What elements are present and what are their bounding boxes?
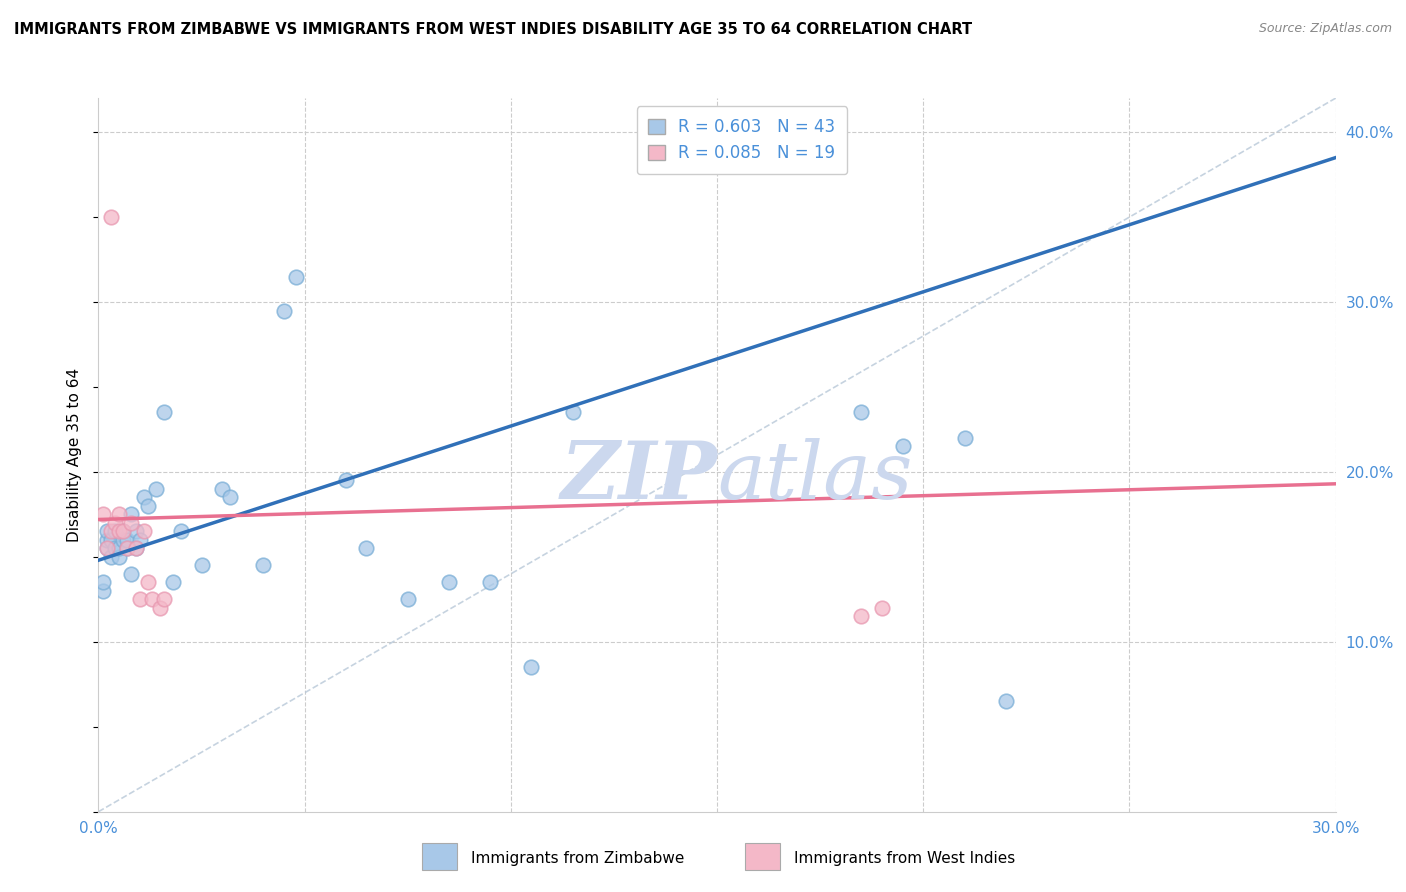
Point (396, 592, 419, 607)
Point (124, 524, 146, 539)
Text: IMMIGRANTS FROM ZIMBABWE VS IMMIGRANTS FROM WEST INDIES DISABILITY AGE 35 TO 64 : IMMIGRANTS FROM ZIMBABWE VS IMMIGRANTS F… (14, 22, 972, 37)
Point (851, 405, 873, 419)
Point (91, 575, 114, 590)
Point (96, 541, 118, 556)
Point (132, 491, 155, 505)
Point (335, 474, 357, 488)
Y-axis label: Disability Age 35 to 64: Disability Age 35 to 64 (67, 368, 83, 542)
Point (851, 609, 873, 624)
Point (104, 541, 127, 556)
Point (120, 516, 142, 530)
Point (356, 541, 378, 556)
Point (479, 575, 502, 590)
Point (190, 558, 212, 573)
Point (120, 508, 142, 522)
Point (91, 508, 114, 522)
Point (561, 405, 583, 419)
Point (96, 533, 118, 547)
Point (252, 558, 274, 573)
Point (100, 210, 122, 224)
Point (108, 549, 131, 564)
Point (91, 583, 114, 598)
Point (104, 524, 127, 539)
Point (108, 524, 131, 539)
Point (170, 524, 193, 539)
Point (219, 491, 242, 505)
Point (870, 600, 893, 615)
Point (136, 499, 159, 513)
Point (994, 694, 1017, 708)
Text: ZIP: ZIP (560, 438, 717, 515)
Point (128, 592, 150, 607)
Point (273, 303, 295, 318)
Point (136, 575, 159, 590)
Point (124, 541, 146, 556)
Text: Immigrants from West Indies: Immigrants from West Indies (794, 851, 1015, 865)
Point (153, 405, 176, 419)
Point (149, 600, 172, 615)
Point (285, 269, 308, 284)
Legend: R = 0.603   N = 43, R = 0.085   N = 19: R = 0.603 N = 43, R = 0.085 N = 19 (637, 106, 846, 174)
Point (162, 575, 184, 590)
Point (100, 524, 122, 539)
Point (112, 533, 135, 547)
Point (117, 541, 139, 556)
Point (108, 541, 131, 556)
Point (124, 541, 146, 556)
Point (96, 541, 118, 556)
Point (117, 541, 139, 556)
Point (120, 566, 142, 581)
Point (437, 575, 460, 590)
Text: Source: ZipAtlas.com: Source: ZipAtlas.com (1258, 22, 1392, 36)
Point (953, 431, 976, 445)
Point (96, 524, 118, 539)
Point (100, 533, 122, 547)
Point (112, 524, 135, 539)
Point (520, 660, 543, 674)
Text: Immigrants from Zimbabwe: Immigrants from Zimbabwe (471, 851, 685, 865)
Point (891, 439, 914, 453)
Text: atlas: atlas (717, 438, 912, 515)
Point (141, 592, 163, 607)
Point (211, 482, 233, 496)
Point (100, 549, 122, 564)
Point (117, 533, 139, 547)
Point (153, 592, 176, 607)
Point (145, 482, 167, 496)
Point (104, 516, 127, 530)
Point (128, 533, 150, 547)
Point (112, 524, 135, 539)
Point (132, 524, 155, 539)
Point (108, 508, 131, 522)
